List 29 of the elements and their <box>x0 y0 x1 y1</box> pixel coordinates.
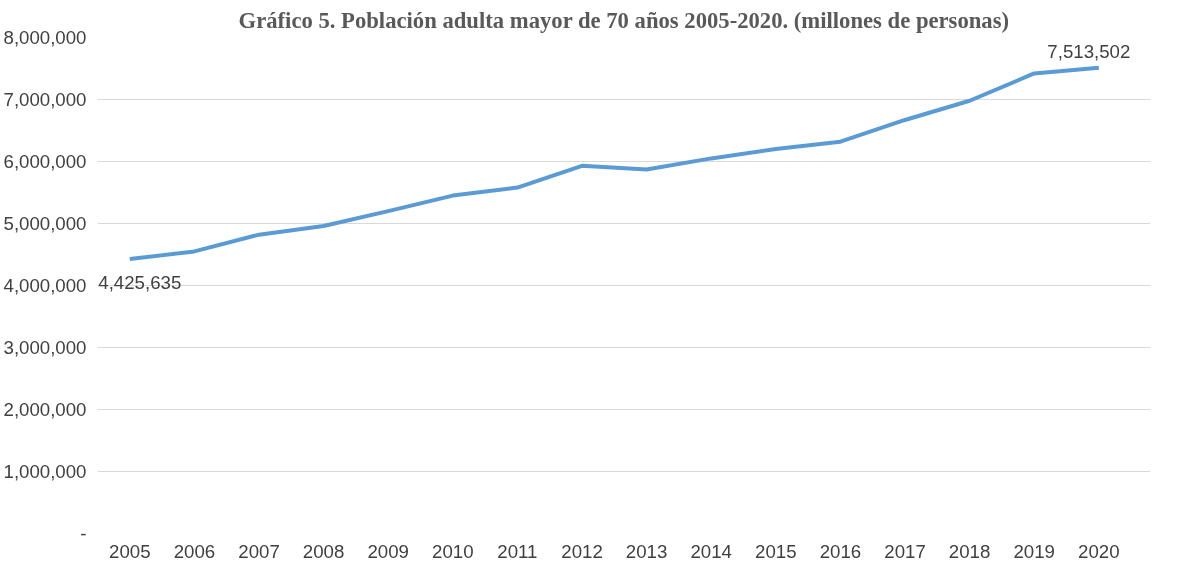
y-tick-label: 4,000,000 <box>3 275 87 296</box>
x-tick-label: 2005 <box>109 540 151 562</box>
x-tick-label: 2013 <box>625 540 668 562</box>
x-tick-label: 2011 <box>497 540 538 562</box>
x-tick-label: 2014 <box>690 540 732 562</box>
x-tick-label: 2017 <box>884 540 926 562</box>
y-tick-label: 6,000,000 <box>3 151 87 172</box>
x-tick-label: 2010 <box>432 540 474 562</box>
y-tick-label: 8,000,000 <box>3 27 87 48</box>
data-label: 7,513,502 <box>1047 40 1131 62</box>
x-tick-label: 2008 <box>302 540 345 562</box>
chart-title: Gráfico 5. Población adulta mayor de 70 años 2005-2020. (millones de personas) <box>238 7 1010 33</box>
x-tick-label: 2007 <box>238 540 280 562</box>
y-tick-label: 7,000,000 <box>3 89 87 110</box>
y-tick-label: 2,000,000 <box>3 399 87 420</box>
x-tick-label: 2019 <box>1013 540 1055 562</box>
y-tick-label: 5,000,000 <box>3 213 87 234</box>
x-tick-label: 2018 <box>948 540 991 562</box>
line-series <box>127 65 1101 262</box>
x-tick-label: 2006 <box>173 540 216 562</box>
y-tick-label: 1,000,000 <box>3 461 87 482</box>
data-label: 4,425,635 <box>98 272 182 294</box>
x-tick-label: 2009 <box>367 540 409 562</box>
y-tick-label: 3,000,000 <box>3 337 87 358</box>
x-tick-label: 2015 <box>755 540 797 562</box>
x-tick-label: 2016 <box>819 540 862 562</box>
x-tick-label: 2020 <box>1078 540 1120 562</box>
x-tick-label: 2012 <box>561 540 603 562</box>
y-tick-label: - <box>80 523 87 544</box>
